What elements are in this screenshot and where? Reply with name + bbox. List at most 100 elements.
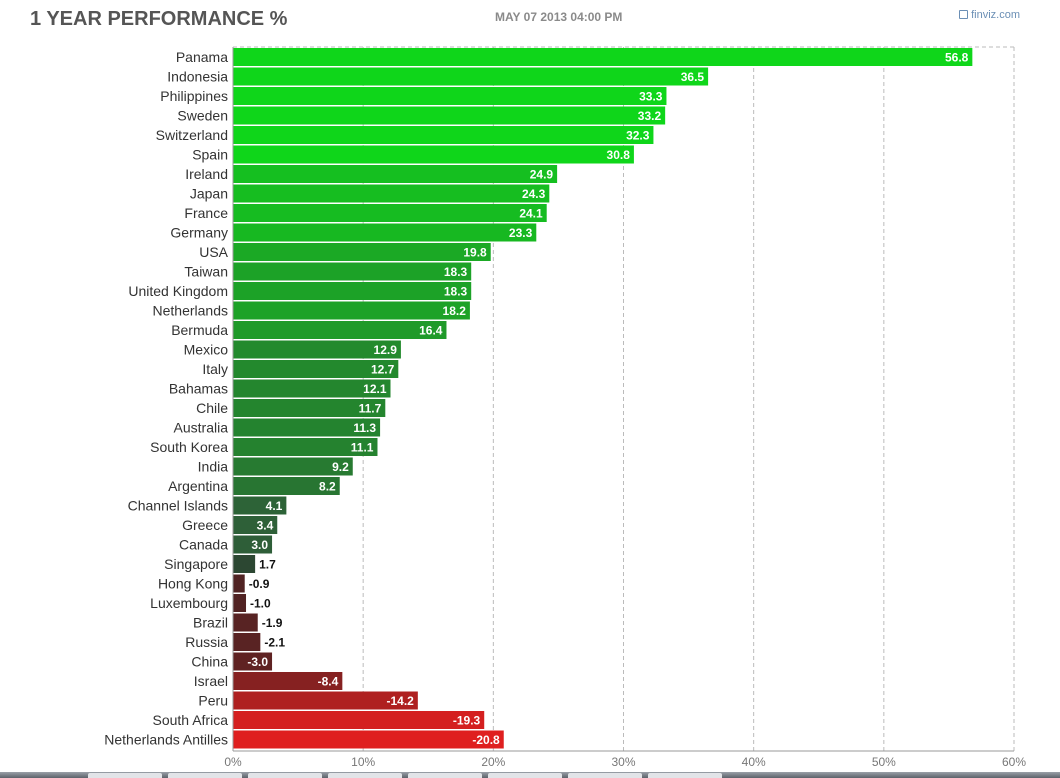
bar	[233, 535, 273, 554]
bar	[233, 457, 353, 476]
category-label: Japan	[190, 186, 228, 202]
value-label: 56.8	[945, 51, 969, 65]
category-label: Brazil	[193, 615, 228, 631]
value-label: 3.4	[257, 519, 274, 533]
category-label: Israel	[194, 673, 228, 689]
x-tick-label: 20%	[481, 755, 505, 769]
bar	[233, 633, 261, 651]
value-label: 12.1	[363, 382, 387, 396]
bar	[233, 340, 401, 359]
category-label: India	[198, 459, 229, 475]
value-label: 30.8	[607, 148, 631, 162]
value-label: 3.0	[251, 538, 268, 552]
value-label: -1.9	[262, 616, 283, 630]
value-label: 4.1	[266, 499, 283, 513]
category-label: Sweden	[177, 108, 228, 124]
value-label: 11.3	[353, 421, 376, 435]
taskbar-button[interactable]	[88, 773, 162, 778]
bar	[233, 67, 709, 86]
x-tick-label: 0%	[224, 755, 242, 769]
category-label: Australia	[174, 420, 229, 436]
bar	[233, 594, 247, 612]
brand-label: finviz.com	[971, 9, 1020, 21]
bar	[233, 555, 256, 573]
category-label: Italy	[202, 361, 228, 377]
value-label: 8.2	[319, 480, 336, 494]
bar	[233, 87, 667, 105]
category-label: Peru	[198, 693, 228, 709]
value-label: 9.2	[332, 460, 349, 474]
taskbar-button[interactable]	[328, 773, 402, 778]
value-label: 33.2	[638, 109, 662, 123]
category-label: USA	[199, 244, 228, 260]
bar	[233, 516, 278, 534]
value-label: 24.1	[519, 207, 543, 221]
bar	[233, 243, 491, 261]
value-label: -14.2	[386, 694, 414, 708]
x-tick-label: 40%	[742, 755, 766, 769]
category-label: Indonesia	[167, 69, 228, 85]
category-label: Switzerland	[156, 127, 228, 143]
value-label: 36.5	[681, 70, 705, 84]
value-label: -3.0	[247, 655, 268, 669]
value-label: 12.7	[371, 363, 395, 377]
bar	[233, 301, 470, 320]
bar	[233, 711, 485, 729]
bar	[233, 672, 343, 690]
value-label: 23.3	[509, 226, 533, 240]
category-label: Netherlands Antilles	[104, 732, 228, 748]
copyright-icon	[959, 10, 969, 19]
taskbar-button[interactable]	[568, 773, 642, 778]
bar	[233, 574, 245, 593]
value-label: 24.3	[522, 187, 546, 201]
value-label: 11.7	[359, 402, 382, 416]
category-label: Canada	[179, 537, 228, 553]
value-label: 18.2	[443, 304, 467, 318]
bar	[233, 730, 504, 749]
category-label: Singapore	[164, 556, 228, 572]
taskbar-button[interactable]	[408, 773, 482, 778]
taskbar-button[interactable]	[648, 773, 722, 778]
value-label: 11.1	[351, 441, 374, 455]
category-label: Channel Islands	[128, 498, 228, 514]
category-label: Ireland	[185, 166, 228, 182]
value-label: -1.0	[250, 597, 271, 611]
value-label: 18.3	[444, 285, 468, 299]
chart-title: 1 YEAR PERFORMANCE %	[30, 8, 288, 30]
category-label: Chile	[196, 400, 228, 416]
category-label: Luxembourg	[150, 595, 228, 611]
taskbar-button[interactable]	[168, 773, 242, 778]
value-label: -2.1	[264, 636, 285, 650]
x-tick-label: 10%	[351, 755, 375, 769]
value-label: 33.3	[639, 90, 663, 104]
category-label: Spain	[192, 147, 228, 163]
bar	[233, 223, 537, 242]
value-label: -19.3	[453, 714, 481, 728]
bar	[233, 418, 381, 437]
value-label: 24.9	[530, 168, 554, 182]
value-label: -20.8	[472, 733, 500, 747]
category-label: Hong Kong	[158, 576, 228, 592]
category-label: South Korea	[150, 439, 228, 455]
value-label: 19.8	[463, 246, 487, 260]
category-label: Panama	[176, 49, 228, 65]
value-label: 32.3	[626, 129, 650, 143]
bar	[233, 165, 558, 183]
bar	[233, 438, 378, 456]
value-label: -0.9	[249, 577, 270, 591]
bar	[233, 691, 418, 710]
category-label: China	[191, 654, 228, 670]
category-label: Netherlands	[153, 303, 229, 319]
brand-link[interactable]: finviz.com	[959, 9, 1020, 21]
value-label: 16.4	[419, 324, 443, 338]
taskbar-button[interactable]	[248, 773, 322, 778]
bar	[233, 496, 287, 515]
bar	[233, 613, 258, 632]
taskbar-button[interactable]	[488, 773, 562, 778]
bar	[233, 652, 273, 671]
bar	[233, 379, 391, 398]
category-label: Mexico	[184, 342, 229, 358]
category-label: Bermuda	[171, 322, 228, 338]
value-label: -8.4	[318, 675, 339, 689]
bar	[233, 145, 634, 164]
